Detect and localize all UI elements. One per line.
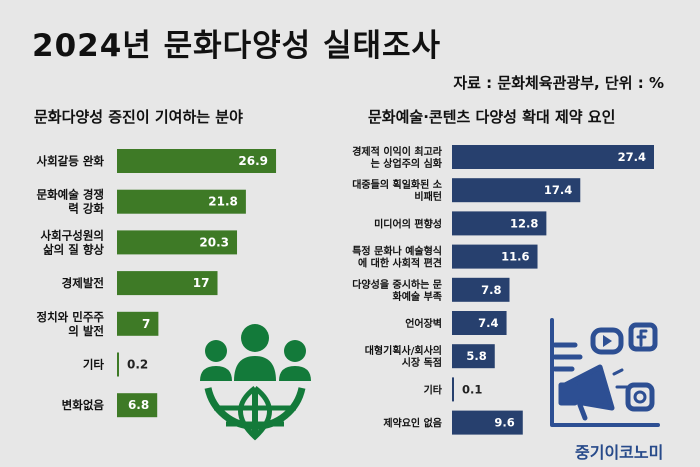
category-label-1-3-1: 에 대한 사회적 편견 xyxy=(358,257,442,270)
bar-0-6 xyxy=(117,393,158,418)
value-label-0-4: 7 xyxy=(142,317,150,331)
bar-1-2 xyxy=(452,211,547,236)
category-label-1-1-0: 대중들의 획일화된 소 xyxy=(352,178,442,191)
value-label-1-6: 5.8 xyxy=(466,349,486,363)
category-label-0-0-0: 사회갈등 완화 xyxy=(37,154,105,168)
bar-0-3 xyxy=(117,271,218,296)
value-label-1-0: 27.4 xyxy=(618,150,646,164)
value-label-1-8: 9.6 xyxy=(494,416,514,430)
category-label-1-6-1: 시장 독점 xyxy=(402,356,442,369)
category-label-1-5-0: 언어장벽 xyxy=(405,317,442,330)
category-label-0-2-0: 사회구성원의 xyxy=(41,228,104,242)
bar-0-1 xyxy=(117,189,246,214)
people-globe-icon xyxy=(200,324,311,441)
value-label-0-1: 21.8 xyxy=(208,195,238,209)
source-note: 자료 : 문화체육관광부, 단위 : % xyxy=(453,74,664,92)
value-label-1-1: 17.4 xyxy=(544,183,572,197)
bar-1-0 xyxy=(452,145,654,169)
category-label-1-7-0: 기타 xyxy=(424,383,443,396)
category-label-1-8-0: 제약요인 없음 xyxy=(383,417,442,430)
value-label-0-5: 0.2 xyxy=(127,358,148,372)
category-label-0-3-0: 경제발전 xyxy=(62,276,104,290)
bar-1-7 xyxy=(452,377,454,402)
value-label-0-6: 6.8 xyxy=(128,398,149,412)
bar-1-8 xyxy=(452,410,523,435)
page-title: 2024년 문화다양성 실태조사 xyxy=(32,28,442,64)
value-label-0-0: 26.9 xyxy=(238,154,268,168)
right-chart-title: 문화예술·콘텐츠 다양성 확대 제약 요인 xyxy=(368,108,616,126)
category-label-1-3-0: 특정 문화나 예술형식 xyxy=(352,245,442,258)
category-label-0-5-0: 기타 xyxy=(83,358,105,372)
megaphone-social-media-icon xyxy=(550,318,660,427)
bar-0-4 xyxy=(117,311,159,336)
category-label-1-2-0: 미디어의 편향성 xyxy=(374,217,442,230)
category-label-0-4-0: 정치와 민주주 xyxy=(37,310,105,324)
category-label-1-4-1: 화예술 부족 xyxy=(393,290,442,303)
category-label-1-6-0: 대형기획사/회사의 xyxy=(365,344,442,357)
bar-0-5 xyxy=(117,352,119,377)
value-label-0-3: 17 xyxy=(193,276,210,290)
value-label-1-3: 11.6 xyxy=(501,250,529,264)
category-label-1-0-0: 경제적 이익이 최고라 xyxy=(352,145,443,158)
bar-0-0 xyxy=(117,149,277,173)
value-label-0-2: 20.3 xyxy=(199,235,229,249)
category-label-1-1-1: 비패턴 xyxy=(414,190,442,203)
category-label-0-1-1: 력 강화 xyxy=(68,202,104,216)
value-label-1-2: 12.8 xyxy=(510,216,538,230)
value-label-1-5: 7.4 xyxy=(478,316,498,330)
left-chart-title: 문화다양성 증진이 기여하는 분야 xyxy=(34,108,243,126)
bar-1-1 xyxy=(452,178,581,203)
category-label-0-2-1: 삶의 질 향상 xyxy=(43,242,104,256)
category-label-1-0-1: 는 상업주의 심화 xyxy=(371,157,443,170)
bar-1-4 xyxy=(452,277,510,302)
bar-1-5 xyxy=(452,311,507,335)
watermark: 중기이코노미 xyxy=(575,443,664,462)
category-label-0-4-1: 의 발전 xyxy=(68,324,104,338)
bar-1-6 xyxy=(452,344,495,369)
category-label-0-6-0: 변화없음 xyxy=(62,398,105,412)
category-label-1-4-0: 다양성을 중시하는 문 xyxy=(352,278,442,291)
category-label-0-1-0: 문화예술 경쟁 xyxy=(37,188,104,202)
value-label-1-7: 0.1 xyxy=(462,382,482,396)
value-label-1-4: 7.8 xyxy=(481,283,501,297)
bar-0-2 xyxy=(117,230,238,255)
bar-1-3 xyxy=(452,244,538,269)
